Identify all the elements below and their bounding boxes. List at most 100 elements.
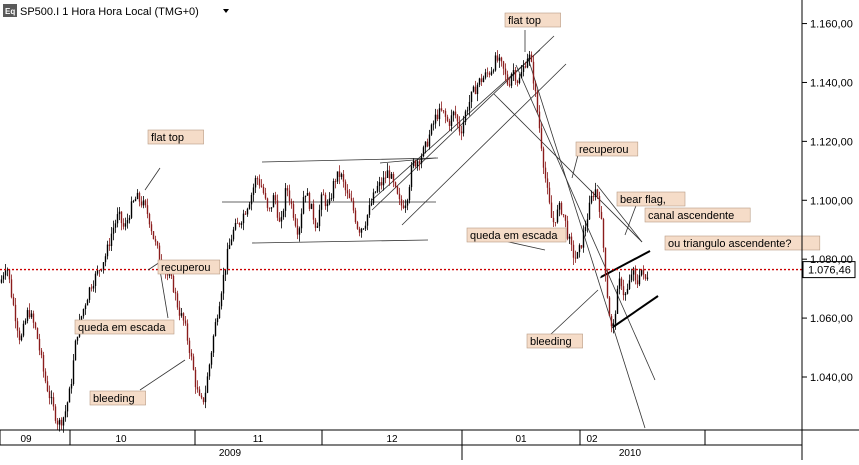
candle-body: [492, 70, 495, 72]
candle-body: [146, 205, 149, 215]
candle-body: [474, 86, 477, 95]
candle-body: [106, 244, 109, 257]
candle-body: [212, 335, 215, 353]
candle-body: [554, 222, 557, 223]
candle-body: [102, 262, 105, 270]
candle-body: [388, 170, 391, 179]
candle-body: [342, 174, 345, 182]
candle-body: [482, 77, 485, 82]
candle-body: [28, 310, 31, 318]
annotation-box[interactable]: [89, 390, 146, 406]
trendline[interactable]: [261, 157, 439, 163]
annotation-box[interactable]: [157, 259, 221, 275]
candle-body: [138, 192, 141, 202]
candle-body: [452, 111, 455, 116]
candle-body: [378, 182, 381, 186]
candle-body: [280, 216, 283, 222]
candle-body: [86, 299, 89, 306]
candle-body: [240, 223, 243, 225]
candle-body: [52, 397, 55, 407]
candle-body: [180, 313, 183, 316]
candle-body: [66, 402, 69, 412]
candle-body: [14, 304, 17, 322]
annotation-box[interactable]: [147, 129, 204, 145]
annotation-text: flat top: [151, 132, 184, 144]
x-tick-label: 11: [253, 434, 264, 445]
candle-body: [312, 203, 315, 220]
trendline[interactable]: [379, 157, 437, 164]
candle-body: [266, 198, 269, 208]
candle-body: [610, 316, 613, 327]
x-year-label: 2009: [219, 448, 242, 459]
caret-down-icon[interactable]: [223, 9, 229, 13]
candle-body: [470, 91, 473, 102]
candle-body: [528, 54, 531, 59]
flag-lower-line[interactable]: [612, 295, 659, 328]
last-price-label: 1.076,46: [808, 265, 851, 277]
candle-body: [132, 201, 135, 202]
candle-body: [120, 211, 123, 224]
candle-body: [576, 252, 579, 259]
trendline[interactable]: [493, 93, 643, 243]
candle-body: [442, 110, 445, 112]
trendline[interactable]: [527, 57, 646, 429]
candle-body: [310, 203, 313, 209]
trendline[interactable]: [596, 184, 643, 243]
candle-body: [218, 306, 221, 319]
y-tick-label: 1.060,00: [810, 313, 853, 325]
candle-body: [356, 222, 359, 229]
candle-body: [392, 173, 395, 183]
candle-body: [290, 201, 293, 205]
candle-body: [358, 228, 361, 233]
annotation-box[interactable]: [644, 207, 751, 223]
candle-body: [526, 58, 529, 68]
candle-body: [288, 190, 291, 202]
candle-body: [168, 273, 171, 276]
chart-header[interactable]: Eq SP500.I 1 Hora Hora Local (TMG+0): [3, 4, 229, 18]
candle-body: [336, 171, 339, 182]
trendline[interactable]: [251, 239, 429, 244]
candle-body: [428, 134, 431, 147]
candle-body: [286, 188, 289, 191]
candle-body: [70, 384, 73, 389]
annotation-text: bear flag,: [620, 194, 666, 206]
candle-body: [326, 203, 329, 207]
candle-body: [186, 323, 189, 341]
candle-body: [466, 110, 469, 112]
candle-body: [490, 71, 493, 75]
candle-body: [568, 236, 571, 239]
candle-body: [148, 214, 151, 225]
candle-body: [460, 131, 463, 134]
candle-body: [588, 202, 591, 220]
candle-body: [386, 170, 389, 178]
flag-upper-line[interactable]: [600, 250, 651, 278]
candle-body: [538, 111, 541, 129]
candle-body: [574, 257, 577, 259]
annotation-box[interactable]: [616, 191, 686, 207]
candle-body: [194, 369, 197, 388]
candle-body: [34, 322, 37, 329]
annotation-box[interactable]: [504, 12, 561, 28]
candle-body: [502, 61, 505, 69]
candle-body: [382, 177, 385, 186]
candle-body: [354, 210, 357, 223]
annotation-box[interactable]: [664, 235, 821, 251]
candle-body: [10, 279, 13, 298]
candle-body: [98, 270, 101, 272]
candle-body: [396, 186, 399, 194]
logo-icon: [3, 4, 17, 17]
annotation-box[interactable]: [526, 333, 583, 349]
candle-body: [518, 77, 521, 83]
annotation-box[interactable]: [74, 319, 175, 335]
candle-body: [598, 195, 601, 212]
candle-body: [624, 293, 627, 296]
candle-body: [578, 245, 581, 253]
candle-body: [170, 273, 173, 277]
annotation-box[interactable]: [466, 227, 567, 243]
candle-body: [636, 280, 639, 285]
annotation-box[interactable]: [575, 141, 639, 157]
candle-body: [150, 224, 153, 232]
candle-body: [348, 193, 351, 199]
candle-body: [300, 213, 303, 229]
